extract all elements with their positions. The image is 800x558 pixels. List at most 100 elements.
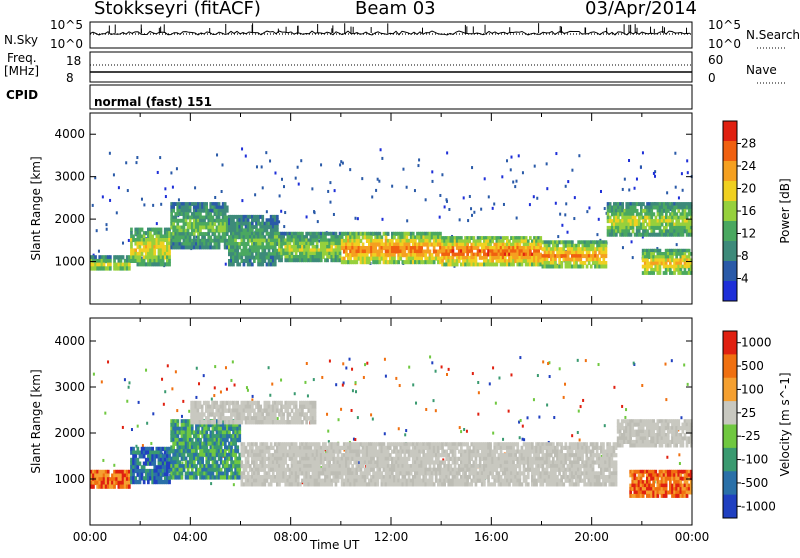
scatter-speckle: [128, 381, 130, 384]
scatter-speckle: [198, 382, 200, 385]
data-cell: [387, 232, 390, 236]
scatter-speckle: [298, 183, 300, 186]
scatter-speckle: [439, 194, 441, 197]
scatter-speckle: [135, 161, 137, 164]
data-cell: [318, 464, 321, 468]
data-cell: [297, 475, 300, 479]
scatter-speckle: [188, 410, 190, 413]
y-tick-label: 2000: [54, 212, 85, 226]
scatter-speckle: [665, 363, 667, 366]
scatter-speckle: [624, 416, 626, 419]
data-cell: [151, 447, 154, 451]
scatter-speckle: [577, 431, 579, 434]
data-cell: [404, 475, 407, 479]
scatter-speckle: [446, 200, 448, 203]
scatter-speckle: [402, 168, 404, 171]
data-cell: [318, 475, 321, 479]
data-cell: [299, 482, 302, 486]
scatter-speckle: [136, 156, 138, 159]
data-cell: [605, 254, 608, 258]
data-cell: [264, 453, 267, 457]
scatter-speckle: [574, 196, 576, 199]
scatter-speckle: [522, 171, 524, 174]
scatter-speckle: [547, 362, 549, 365]
scatter-speckle: [320, 163, 322, 166]
scatter-speckle: [221, 163, 223, 166]
scatter-speckle: [533, 195, 535, 198]
scatter-speckle: [446, 151, 448, 154]
scatter-speckle: [665, 398, 667, 401]
scatter-speckle: [351, 368, 353, 371]
data-cell: [191, 438, 194, 442]
scatter-speckle: [102, 459, 104, 462]
colorbar-segment: [723, 161, 737, 182]
scatter-speckle: [478, 391, 480, 394]
data-cell: [280, 258, 283, 262]
data-cell: [376, 482, 379, 486]
data-cell: [103, 263, 106, 267]
data-cell: [552, 251, 555, 255]
colorbar-title: Power [dB]: [778, 178, 792, 243]
data-cell: [245, 446, 248, 450]
scatter-speckle: [653, 172, 655, 175]
scatter-speckle: [674, 152, 676, 155]
data-cell: [408, 457, 411, 461]
scatter-speckle: [307, 394, 309, 397]
scatter-speckle: [284, 211, 286, 214]
scatter-speckle: [214, 196, 216, 199]
scatter-speckle: [417, 164, 419, 167]
data-cell: [295, 457, 298, 461]
data-cell: [179, 460, 182, 464]
data-cell: [130, 228, 133, 232]
scatter-speckle: [439, 216, 441, 219]
data-cell: [408, 475, 411, 479]
scatter-speckle: [675, 186, 677, 189]
scatter-speckle: [339, 163, 341, 166]
data-cell: [168, 252, 171, 256]
scatter-speckle: [342, 384, 344, 387]
scatter-speckle: [472, 372, 474, 375]
data-cell: [356, 260, 359, 264]
scatter-speckle: [471, 214, 473, 217]
scatter-speckle: [159, 156, 161, 159]
scatter-speckle: [122, 426, 124, 429]
scatter-speckle: [354, 438, 356, 441]
scatter-speckle: [598, 363, 600, 366]
scatter-speckle: [152, 204, 154, 207]
data-cell: [385, 257, 388, 261]
data-cell: [412, 232, 415, 236]
data-cell: [406, 235, 409, 239]
data-cell: [404, 250, 407, 254]
scatter-speckle: [679, 462, 681, 465]
data-cell: [328, 460, 331, 464]
data-cell: [360, 468, 363, 472]
scatter-speckle: [106, 228, 108, 231]
scatter-speckle: [152, 412, 154, 415]
data-cell: [284, 457, 287, 461]
scatter-speckle: [355, 217, 357, 220]
scatter-speckle: [101, 380, 103, 383]
scatter-speckle: [632, 256, 634, 259]
data-cell: [177, 457, 180, 461]
scatter-speckle: [579, 438, 581, 441]
data-cell: [422, 450, 425, 454]
data-cell: [370, 235, 373, 239]
colorbar-tick-label: 24: [741, 159, 756, 173]
data-cell: [247, 471, 250, 475]
data-cell: [399, 257, 402, 261]
data-cell: [264, 460, 267, 464]
scatter-speckle: [429, 355, 431, 358]
data-cell: [284, 471, 287, 475]
data-cell: [226, 438, 229, 442]
scatter-speckle: [555, 202, 557, 205]
data-cell: [109, 263, 112, 267]
data-cell: [372, 468, 375, 472]
data-cell: [195, 449, 198, 453]
colorbar-tick-label: 8: [741, 249, 749, 263]
data-cell: [307, 471, 310, 475]
data-cell: [310, 446, 313, 450]
data-cell: [220, 445, 223, 449]
scatter-speckle: [580, 405, 582, 408]
scatter-speckle: [399, 384, 401, 387]
